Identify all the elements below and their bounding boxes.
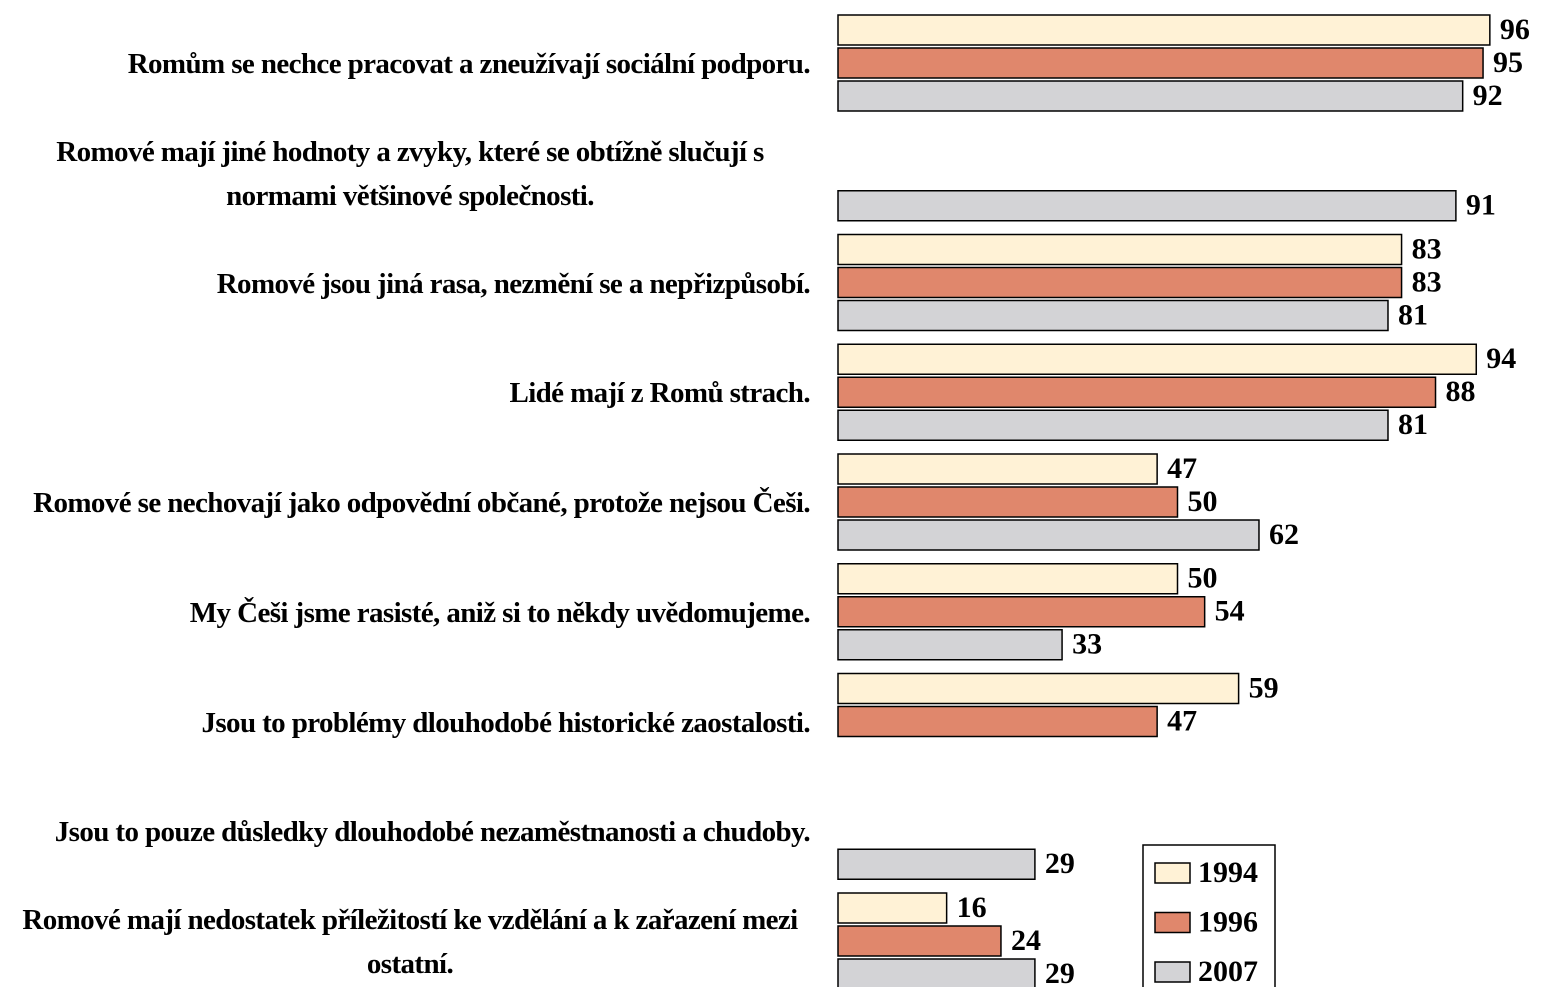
value-label: 91 — [1466, 189, 1496, 222]
value-label: 50 — [1188, 562, 1218, 595]
category-label-box: Romové se nechovají jako odpovědní občan… — [33, 481, 810, 525]
category-label: My Češi jsme rasisté, aniž si to někdy u… — [189, 596, 811, 629]
category-label: Romové se nechovají jako odpovědní občan… — [33, 487, 810, 519]
category-label: Romové mají jiné hodnoty a zvyky, které … — [56, 135, 764, 212]
value-label: 96 — [1500, 13, 1530, 46]
bar — [837, 299, 1389, 332]
value-label: 95 — [1493, 46, 1523, 79]
legend-label: 1994 — [1198, 856, 1258, 889]
bar — [837, 47, 1484, 79]
value-label: 50 — [1188, 485, 1218, 518]
category-label-box: Romům se nechce pracovat a zneužívají so… — [127, 42, 811, 86]
legend-swatch — [1154, 911, 1191, 934]
bar — [837, 190, 1457, 222]
category-label-box: My Češi jsme rasisté, aniž si to někdy u… — [189, 591, 811, 635]
value-label: 81 — [1398, 408, 1428, 441]
category-label-box: Jsou to pouze důsledky dlouhodobé nezamě… — [54, 810, 811, 854]
bar — [837, 892, 948, 924]
value-label: 83 — [1412, 232, 1442, 265]
category-label: Romům se nechce pracovat a zneužívají so… — [127, 48, 811, 80]
bar — [837, 958, 1036, 987]
value-label: 29 — [1045, 847, 1075, 880]
category-label: Romové jsou jiná rasa, nezmění se a nepř… — [216, 267, 811, 300]
legend-label: 2007 — [1198, 955, 1258, 987]
bar — [837, 925, 1002, 957]
category-label-box: Romové jsou jiná rasa, nezmění se a nepř… — [216, 262, 811, 306]
bar — [837, 519, 1260, 551]
legend-label: 1996 — [1198, 905, 1258, 938]
category-label-box: Romové mají nedostatek příležitostí ke v… — [10, 898, 810, 986]
bar — [837, 409, 1389, 441]
bar — [837, 563, 1179, 595]
value-label: 54 — [1215, 595, 1245, 628]
category-label: Jsou to pouze důsledky dlouhodobé nezamě… — [54, 816, 811, 849]
bar — [837, 233, 1403, 266]
value-label: 92 — [1473, 79, 1503, 112]
value-label: 47 — [1167, 452, 1197, 485]
value-label: 88 — [1446, 375, 1476, 408]
bar — [837, 80, 1464, 112]
bar — [837, 486, 1179, 518]
category-label: Jsou to problémy dlouhodobé historické z… — [201, 706, 810, 739]
category-label: Romové mají nedostatek příležitostí ke v… — [22, 904, 798, 980]
bar — [837, 596, 1206, 628]
value-label: 59 — [1249, 671, 1279, 704]
category-label: Lidé mají z Romů strach. — [509, 377, 810, 410]
bar — [837, 266, 1403, 299]
value-label: 29 — [1045, 957, 1075, 987]
value-label: 33 — [1072, 628, 1102, 661]
bar — [837, 848, 1036, 880]
category-label-box: Romové mají jiné hodnoty a zvyky, které … — [10, 130, 810, 218]
bar — [837, 14, 1491, 46]
legend-swatch — [1154, 862, 1191, 884]
bar — [837, 453, 1158, 485]
legend-swatch — [1154, 961, 1191, 983]
bar — [837, 376, 1437, 408]
bar — [837, 705, 1158, 738]
value-label: 62 — [1269, 518, 1299, 551]
bar — [837, 343, 1478, 375]
category-label-box: Lidé mají z Romů strach. — [509, 371, 810, 415]
value-label: 81 — [1398, 298, 1428, 331]
value-label: 24 — [1011, 924, 1041, 957]
value-label: 83 — [1412, 265, 1442, 298]
bar — [837, 629, 1063, 661]
value-label: 94 — [1486, 342, 1516, 375]
category-label-box: Jsou to problémy dlouhodobé historické z… — [201, 701, 810, 745]
value-label: 47 — [1167, 704, 1197, 737]
bar — [837, 672, 1240, 705]
value-label: 16 — [957, 891, 987, 924]
